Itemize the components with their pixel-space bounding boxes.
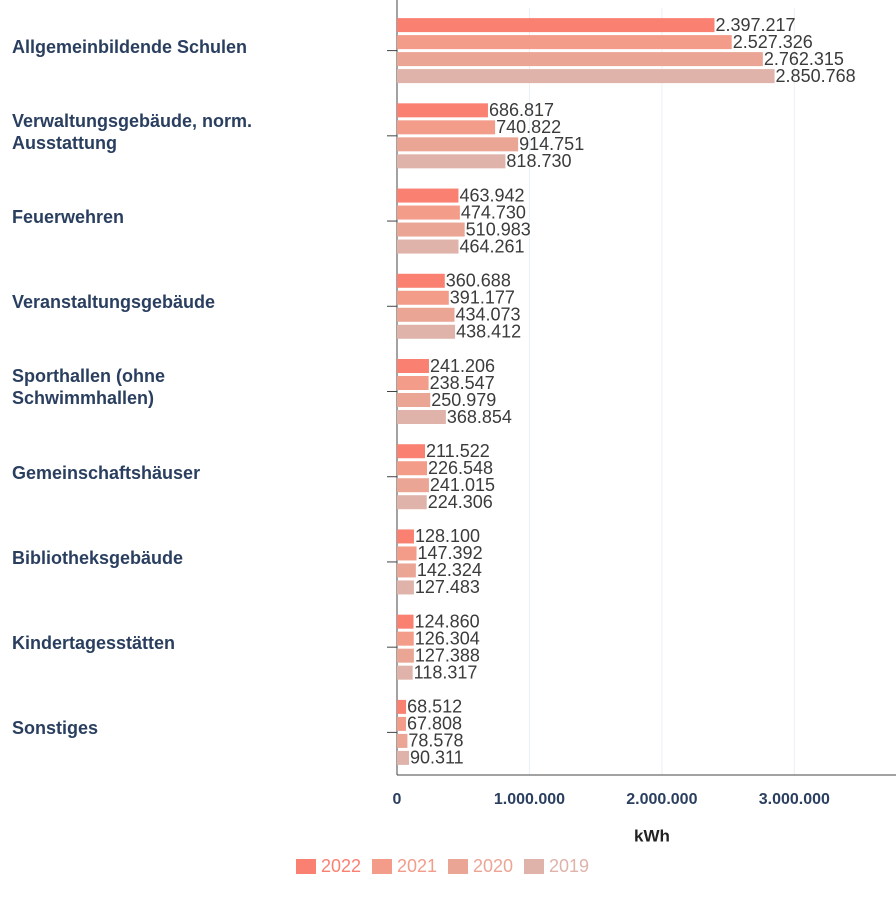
legend-label: 2021 — [397, 856, 437, 876]
bar — [397, 393, 431, 407]
value-label: 2.397.217 — [715, 15, 795, 35]
bar — [397, 750, 409, 765]
bar — [397, 120, 496, 135]
bar — [397, 359, 429, 373]
value-label: 128.100 — [415, 526, 480, 546]
value-label: 142.324 — [417, 560, 482, 580]
y-tick-label: Bibliotheksgebäude — [12, 547, 184, 568]
bar — [397, 137, 519, 152]
value-label: 818.730 — [506, 151, 571, 171]
x-tick-label: 1.000.000 — [494, 791, 565, 808]
value-label: 434.073 — [455, 305, 520, 325]
bar — [397, 18, 715, 33]
value-label: 68.512 — [407, 697, 462, 717]
value-label: 2.527.326 — [733, 32, 813, 52]
y-tick-label: Gemeinschaftshäuser — [12, 462, 201, 483]
value-label: 78.578 — [408, 731, 463, 751]
value-label: 67.808 — [407, 714, 462, 734]
bar — [397, 716, 406, 731]
bar — [397, 733, 408, 748]
y-tick-label: Sonstiges — [12, 718, 99, 739]
bar — [397, 648, 414, 663]
value-label: 464.261 — [459, 236, 524, 256]
bar — [397, 529, 414, 544]
value-label: 740.822 — [496, 117, 561, 137]
value-label: 368.854 — [447, 407, 512, 427]
x-axis-title: kWh — [634, 826, 670, 845]
bar — [397, 222, 465, 237]
bar — [397, 205, 460, 220]
bar — [397, 307, 455, 322]
bar — [397, 103, 488, 118]
legend-swatch — [524, 859, 544, 874]
bar — [397, 631, 414, 646]
bar — [397, 546, 417, 561]
value-label: 510.983 — [466, 219, 531, 239]
legend-label: 2019 — [549, 856, 589, 876]
value-label: 211.522 — [426, 441, 490, 461]
value-label: 360.688 — [446, 271, 511, 291]
value-label: 224.306 — [428, 492, 493, 512]
bar — [397, 478, 429, 493]
value-label: 686.817 — [489, 100, 554, 120]
value-label: 241.015 — [430, 475, 495, 495]
value-label: 2.850.768 — [776, 66, 856, 86]
value-label: 2.762.315 — [764, 49, 844, 69]
legend-label: 2022 — [321, 856, 361, 876]
x-tick-label: 3.000.000 — [759, 791, 830, 808]
value-label: 90.311 — [410, 748, 464, 768]
bar — [397, 154, 506, 169]
y-tick-label: Feuerwehren — [12, 207, 125, 228]
bar — [397, 273, 445, 288]
bar — [397, 324, 456, 339]
value-label: 914.751 — [519, 134, 584, 154]
y-tick-label: Allgemeinbildende Schulen — [12, 36, 248, 57]
bar — [397, 614, 414, 629]
bar — [397, 376, 429, 390]
bar — [397, 699, 407, 714]
value-label: 238.547 — [430, 373, 495, 393]
legend-swatch — [296, 859, 316, 874]
bar — [397, 665, 413, 680]
bar — [397, 495, 427, 510]
legend-swatch — [372, 859, 392, 874]
value-label: 127.388 — [415, 645, 480, 665]
value-label: 127.483 — [415, 577, 480, 597]
value-label: 463.942 — [459, 185, 524, 205]
x-tick-label: 0 — [393, 791, 402, 808]
bar — [397, 290, 449, 305]
value-label: 226.548 — [428, 458, 493, 478]
value-label: 118.317 — [414, 662, 478, 682]
x-tick-label: 2.000.000 — [626, 791, 697, 808]
value-label: 126.304 — [415, 628, 480, 648]
legend-label: 2020 — [473, 856, 513, 876]
value-label: 250.979 — [431, 390, 496, 410]
y-tick-label: Sporthallen (ohne Schwimmhallen) — [12, 366, 165, 409]
bar — [397, 580, 414, 595]
value-label: 474.730 — [461, 202, 526, 222]
bar — [397, 410, 446, 424]
value-label: 147.392 — [418, 543, 483, 563]
y-tick-label: Kindertagesstätten — [12, 633, 176, 654]
bar — [397, 188, 459, 203]
bar — [397, 52, 763, 67]
bar — [397, 239, 459, 254]
value-label: 124.860 — [415, 611, 480, 631]
value-label: 438.412 — [456, 322, 521, 342]
bar — [397, 69, 775, 84]
bar — [397, 444, 426, 459]
bar — [397, 35, 732, 50]
legend-swatch — [448, 859, 468, 874]
bar — [397, 461, 428, 476]
bar — [397, 563, 416, 578]
value-label: 241.206 — [430, 356, 495, 376]
y-tick-label: Verwaltungsgebäude, norm. Ausstattung — [12, 110, 253, 153]
y-tick-label: Veranstaltungsgebäude — [12, 292, 216, 313]
value-label: 391.177 — [450, 288, 515, 308]
